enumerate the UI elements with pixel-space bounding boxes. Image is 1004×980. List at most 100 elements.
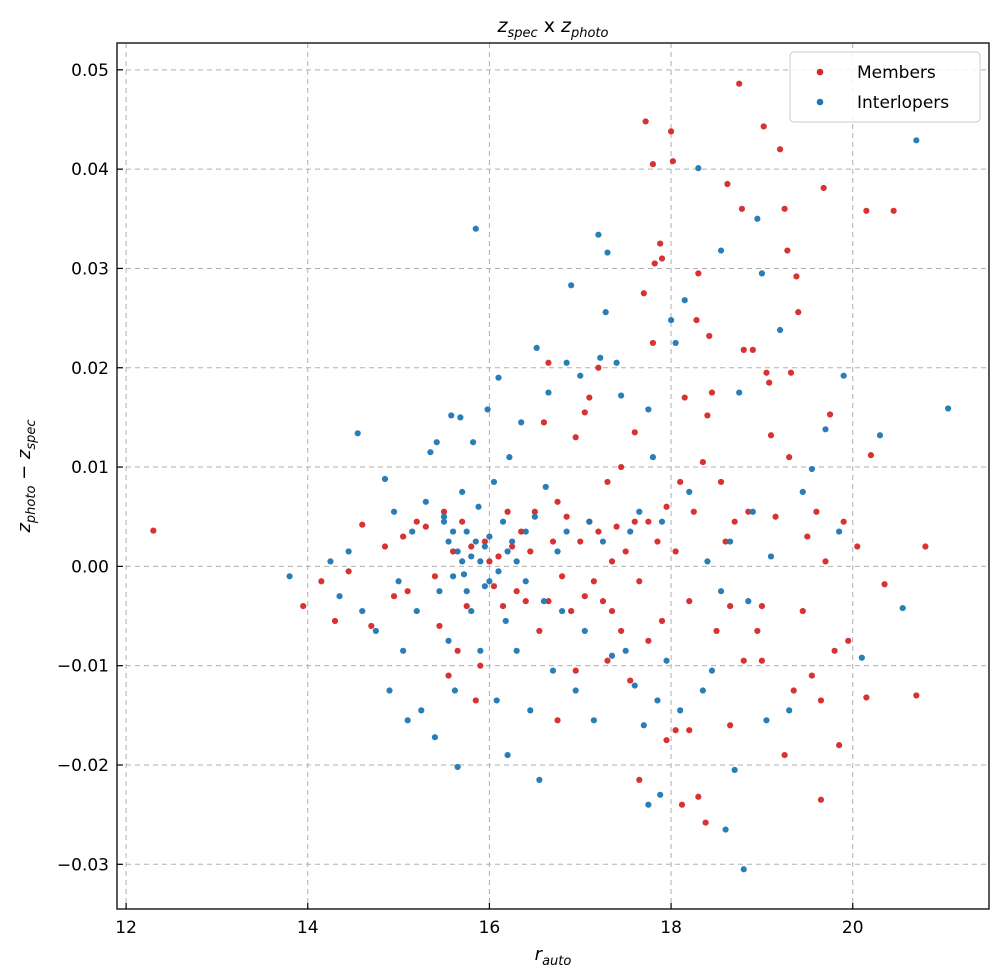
y-tick-label: −0.02 [57,756,109,776]
members-point [722,538,729,545]
members-point [431,573,439,580]
interlopers-point [490,478,498,486]
interlopers-point [477,558,484,565]
y-tick-label: 0.02 [71,359,109,379]
members-point [568,607,575,615]
title-sub-spec: spec [508,26,538,41]
members-point [436,622,443,630]
members-point [545,359,552,366]
members-point [595,364,602,371]
interlopers-point [404,717,411,724]
interlopers-point [400,647,407,654]
members-point [766,379,773,386]
members-point [604,478,611,486]
members-point [695,270,702,277]
interlopers-point [558,607,566,615]
interlopers-point [749,508,756,515]
interlopers-point [745,598,752,605]
interlopers-point [658,518,666,525]
members-point [693,316,700,324]
interlopers-point [681,297,688,304]
members-point [536,627,543,635]
members-point [540,419,548,426]
members-point [345,568,352,575]
members-point [922,543,929,550]
members-point [727,602,734,610]
members-point [822,558,829,565]
members-point [381,543,389,550]
members-point [881,581,888,588]
members-point [558,573,566,580]
interlopers-point [451,687,458,694]
interlopers-point [699,687,706,694]
members-point [699,458,706,466]
x-tick-label: 14 [297,918,319,938]
interlopers-point [477,647,484,654]
interlopers-point [542,483,549,491]
interlopers-point [549,667,557,674]
members-point [549,538,557,545]
interlopers-point [645,406,652,413]
members-point [472,697,479,704]
interlopers-point [459,558,466,565]
ylabel-z-spec: z [14,449,35,460]
members-point [804,533,811,540]
scatter-points [150,80,952,873]
members-point [518,528,525,535]
interlopers-point [493,697,500,704]
interlopers-point [708,667,716,674]
interlopers-point [686,488,693,495]
members-point [836,742,843,749]
interlopers-point [717,588,725,595]
members-point [713,627,720,635]
interlopers-point [386,687,393,694]
interlopers-point [436,588,443,595]
interlopers-point [472,538,479,545]
interlopers-point [636,508,643,515]
members-point [745,508,752,515]
members-point [808,672,815,679]
members-point [754,627,761,635]
interlopers-point [563,359,570,366]
members-point [468,543,475,550]
members-point [150,527,157,534]
members-point [867,452,875,459]
plot-frame [116,42,990,910]
interlopers-point [463,588,470,595]
members-point [863,207,870,214]
interlopers-point [527,707,534,714]
ylabel-sub-spec: spec [24,419,39,449]
interlopers-point [799,488,806,495]
interlopers-point [475,503,482,510]
members-point [563,513,570,520]
interlopers-point [502,617,509,625]
members-point [727,722,734,729]
members-point [636,776,643,783]
interlopers-point [597,354,604,361]
members-point [706,332,713,340]
y-tick-label: −0.03 [57,855,109,875]
interlopers-point [454,548,461,555]
members-point [608,558,616,565]
interlopers-point [677,707,684,714]
interlopers-point [740,866,747,873]
members-point [681,394,688,401]
members-point [786,454,793,461]
interlopers-point [731,766,738,774]
interlopers-point [776,326,784,334]
interlopers-point [286,573,293,580]
interlopers-point [327,558,334,565]
members-point [740,346,747,353]
members-point [608,607,616,615]
interlopers-point [545,389,552,396]
interlopers-point [422,498,429,505]
interlopers-point [822,426,829,433]
interlopers-point [506,454,513,461]
legend-label-interlopers: Interlopers [857,93,949,113]
interlopers-point [522,578,529,585]
members-point [318,578,325,585]
members-point [658,617,666,625]
members-point [781,751,788,759]
members-point [817,697,825,704]
interlopers-point [568,282,575,289]
